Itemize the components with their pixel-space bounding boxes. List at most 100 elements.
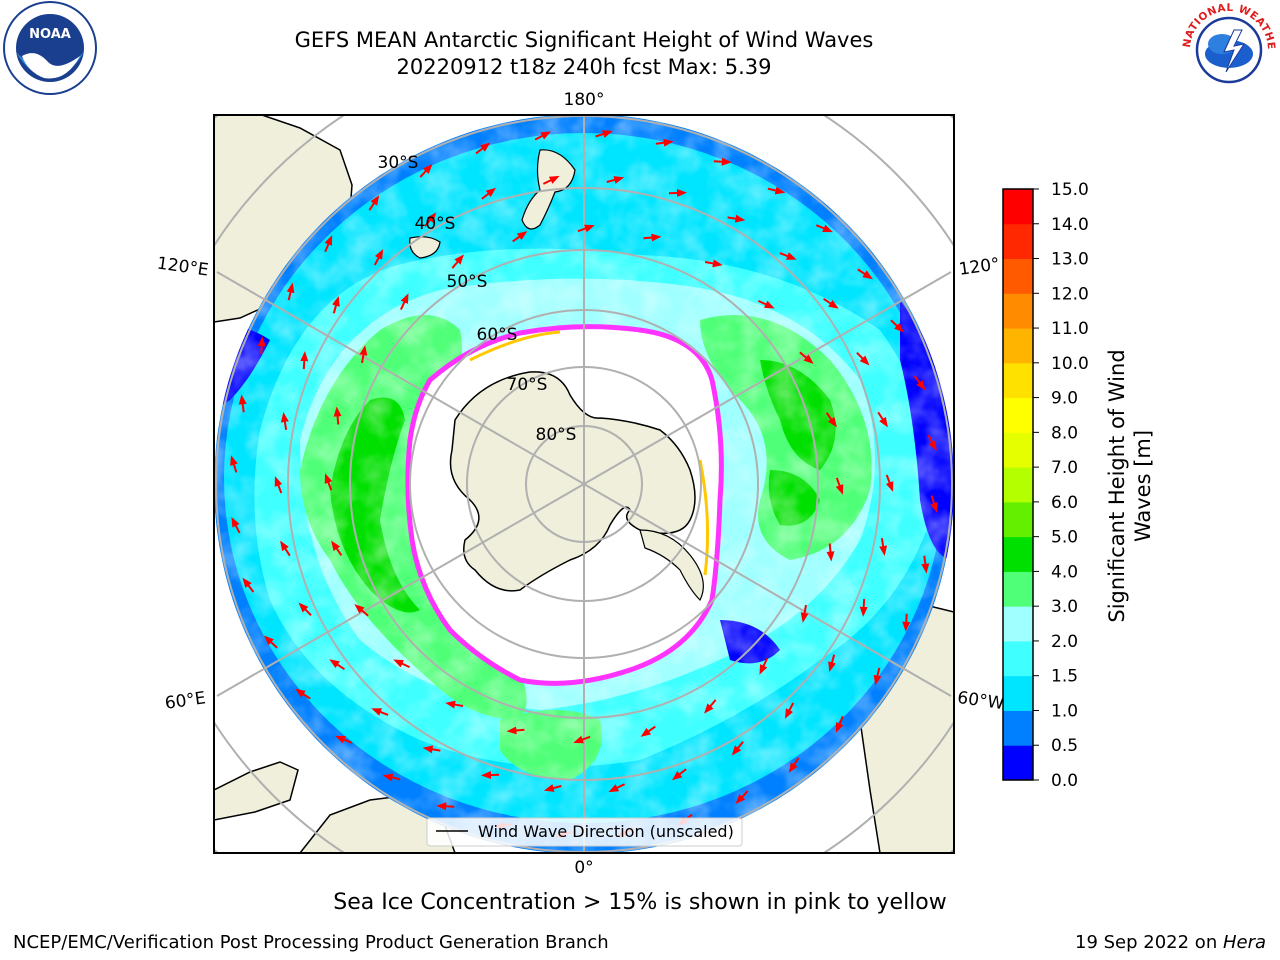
colorbar-tick-label: 3.0 xyxy=(1051,597,1078,617)
wind-wave-arrow xyxy=(759,657,769,675)
chart-title: GEFS MEAN Antarctic Significant Height o… xyxy=(294,28,874,52)
wind-wave-arrow xyxy=(445,700,464,709)
wind-wave-arrow xyxy=(902,613,911,632)
colorbar-segment xyxy=(1003,223,1033,260)
lat-label-80s: 80°S xyxy=(536,425,577,445)
tasmania-land xyxy=(409,236,441,259)
wind-wave-arrow xyxy=(885,474,894,492)
colorbar-tick-label: 9.0 xyxy=(1051,389,1078,409)
colorbar-tick-label: 15.0 xyxy=(1051,180,1089,200)
colorbar-tick-label: 0.5 xyxy=(1051,736,1078,756)
wind-wave-arrow xyxy=(595,130,613,138)
wind-wave-arrow xyxy=(481,187,497,200)
wind-wave-arrow xyxy=(828,654,836,673)
wind-wave-arrow xyxy=(280,412,289,430)
wind-wave-arrow xyxy=(713,157,732,166)
colorbar-tick-label: 8.0 xyxy=(1051,423,1078,443)
wind-wave-arrow xyxy=(930,495,938,513)
noaa-logo: NOAA xyxy=(3,1,97,95)
colorbar-segment xyxy=(1003,745,1033,781)
wind-wave-arrow xyxy=(826,543,835,562)
wind-wave-arrow xyxy=(757,299,775,309)
colorbar-tick-label: 1.0 xyxy=(1051,701,1078,721)
wind-wave-arrow xyxy=(371,708,389,716)
lon-label-60e: 60°E xyxy=(164,688,207,713)
wind-wave-arrow xyxy=(242,577,255,593)
wind-wave-arrow xyxy=(573,735,591,744)
colorbar-segment xyxy=(1003,606,1033,642)
lat-label-30s: 30°S xyxy=(378,153,419,173)
wind-wave-arrow xyxy=(800,604,809,623)
wind-wave-arrow xyxy=(779,252,797,260)
wind-wave-arrow xyxy=(927,434,937,452)
colorbar-tick-label: 12.0 xyxy=(1051,284,1089,304)
colorbar-segment xyxy=(1003,397,1033,433)
wind-wave-arrow xyxy=(329,659,345,671)
colorbar xyxy=(1002,188,1034,781)
lat-label-70s: 70°S xyxy=(507,375,548,395)
wind-wave-arrow xyxy=(399,293,409,311)
colorbar-tick-label: 6.0 xyxy=(1051,493,1078,513)
wind-wave-arrow xyxy=(606,176,625,184)
lon-label-120e: 120°E xyxy=(156,254,210,281)
wind-wave-arrow xyxy=(815,224,833,233)
wind-wave-arrow xyxy=(481,771,500,780)
lat-label-60s: 60°S xyxy=(477,325,518,345)
wind-wave-arrow xyxy=(890,319,905,333)
wind-wave-arrow xyxy=(512,231,528,243)
wind-wave-arrow xyxy=(825,412,837,428)
wind-wave-arrow xyxy=(373,249,384,266)
wind-wave-arrow xyxy=(274,476,283,494)
noaa-logo-text: NOAA xyxy=(29,27,71,42)
wind-wave-arrow xyxy=(735,790,749,805)
wind-wave-arrow xyxy=(577,224,595,233)
wind-wave-arrow xyxy=(668,188,687,197)
wind-wave-arrow xyxy=(731,741,744,756)
wind-wave-arrow xyxy=(422,745,441,754)
wind-wave-arrow xyxy=(286,282,295,301)
wind-wave-arrow xyxy=(354,604,369,617)
lon-label-0: 0° xyxy=(574,858,593,878)
wind-wave-arrow xyxy=(835,477,844,495)
lat-label-40s: 40°S xyxy=(415,214,456,234)
colorbar-segment xyxy=(1003,675,1033,711)
wind-wave-arrow xyxy=(368,195,380,211)
colorbar-ticks: 0.0 0.5 1.0 1.5 2.0 3.0 4.0 5.0 6.0 7.0 8.0 9.0 10.0… xyxy=(1033,180,1089,791)
lat-label-50s: 50°S xyxy=(447,272,488,292)
wind-wave-arrow xyxy=(767,186,786,195)
colorbar-segment xyxy=(1003,362,1033,399)
wind-wave-arrow xyxy=(608,783,626,793)
footer-date: 19 Sep 2022 on Hera xyxy=(1075,932,1266,953)
wind-wave-arrow xyxy=(823,297,839,309)
lon-label-60w: 60°W xyxy=(956,688,1005,714)
wind-wave-arrow xyxy=(655,138,674,147)
wind-wave-arrow xyxy=(640,725,656,737)
wind-wave-arrow xyxy=(879,538,888,556)
wind-wave-arrow xyxy=(257,336,266,355)
wind-wave-arrow xyxy=(230,455,238,473)
lon-label-120w: 120° xyxy=(958,254,1001,280)
colorbar-segment xyxy=(1003,536,1033,572)
wind-wave-arrow xyxy=(324,473,333,491)
colorbar-segment xyxy=(1003,640,1033,677)
wind-wave-arrow xyxy=(475,142,491,155)
wind-wave-arrow xyxy=(704,699,717,714)
colorbar-tick-label: 4.0 xyxy=(1051,562,1078,582)
wind-wave-arrow xyxy=(324,235,333,253)
wind-wave-arrow xyxy=(913,375,926,391)
wind-wave-arrow xyxy=(393,659,411,669)
wind-wave-arrow xyxy=(335,735,353,744)
colorbar-segment xyxy=(1003,501,1033,538)
wind-wave-arrow xyxy=(238,394,247,413)
legend-label: Wind Wave Direction (unscaled) xyxy=(478,822,734,841)
footer-organization: NCEP/EMC/Verification Post Processing Pr… xyxy=(13,932,609,953)
wind-wave-arrow xyxy=(298,602,312,617)
wind-wave-arrow xyxy=(333,406,342,425)
antarctic-peninsula-land xyxy=(639,529,704,602)
colorbar-tick-label: 7.0 xyxy=(1051,458,1078,478)
wind-wave-arrow xyxy=(359,345,368,364)
wind-wave-arrow xyxy=(295,688,311,700)
wind-wave-arrow xyxy=(799,351,814,364)
colorbar-segment xyxy=(1003,189,1033,225)
wind-wave-arrow xyxy=(671,768,687,781)
